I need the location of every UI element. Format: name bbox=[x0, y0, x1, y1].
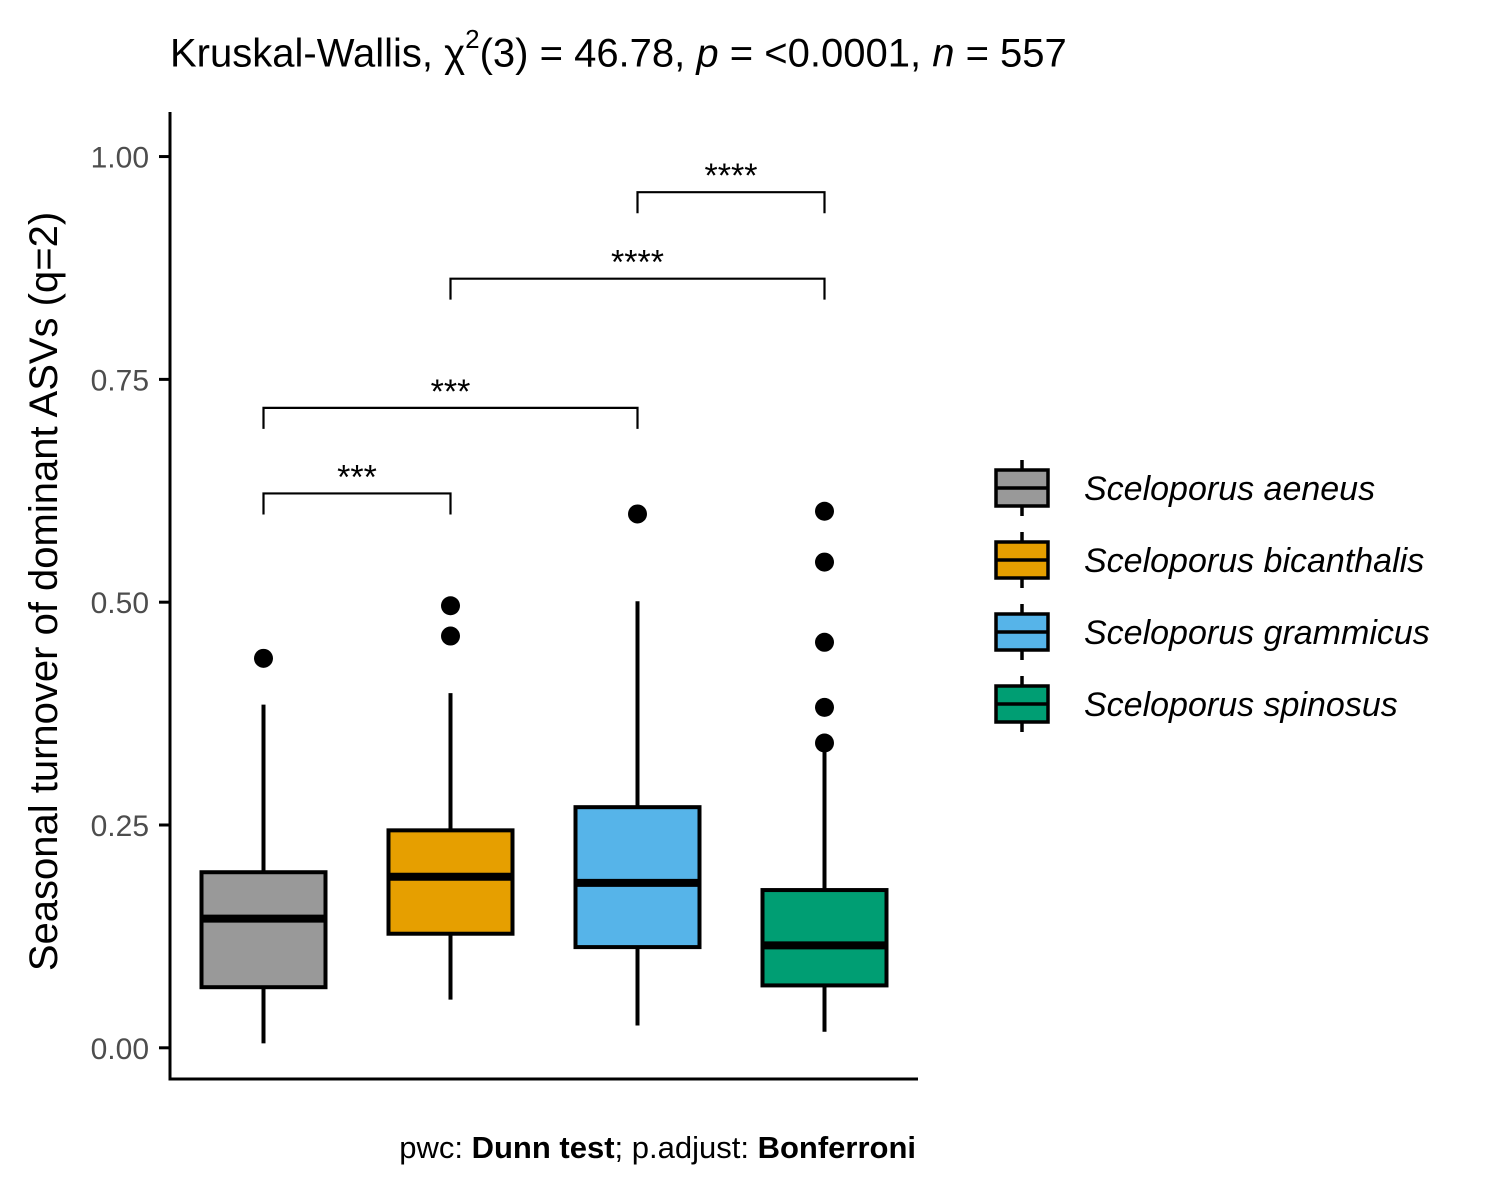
comparison-bracket: **** bbox=[449, 244, 826, 300]
y-tick-label: 0.75 bbox=[91, 364, 149, 397]
title-test-name: Kruskal-Wallis, bbox=[170, 31, 433, 76]
y-axis-label: Seasonal turnover of dominant ASVs (q=2) bbox=[22, 212, 66, 971]
outlier-point bbox=[815, 632, 834, 652]
outlier-point bbox=[441, 626, 460, 646]
outlier-point bbox=[815, 733, 834, 753]
legend-label: Sceloporus grammicus bbox=[1084, 614, 1430, 652]
outlier-point bbox=[441, 596, 460, 616]
outlier-point bbox=[815, 501, 834, 521]
box-group bbox=[573, 504, 702, 1026]
title-chi-superscript: 2 bbox=[465, 24, 480, 54]
legend-label: Sceloporus aeneus bbox=[1084, 470, 1376, 508]
title-chi-symbol: χ bbox=[444, 31, 466, 76]
bracket-line bbox=[262, 406, 639, 429]
significance-label: **** bbox=[611, 244, 664, 282]
legend-label: Sceloporus spinosus bbox=[1084, 686, 1398, 724]
y-tick-label: 1.00 bbox=[91, 142, 149, 175]
comparison-bracket: *** bbox=[262, 458, 452, 515]
legend-swatch bbox=[994, 604, 1050, 660]
significance-label: **** bbox=[705, 157, 758, 195]
box bbox=[573, 805, 702, 950]
outlier-point bbox=[254, 648, 273, 668]
title-n-symbol: n bbox=[932, 31, 955, 76]
outlier-point bbox=[628, 504, 647, 524]
significance-label: *** bbox=[431, 373, 471, 411]
title-p-text: = <0.0001, bbox=[729, 31, 922, 76]
legend-swatch bbox=[994, 676, 1050, 732]
comparison-bracket: *** bbox=[262, 373, 639, 429]
outlier-point bbox=[815, 552, 834, 572]
caption-pwc-value: Dunn test bbox=[471, 1130, 615, 1165]
legend-swatch bbox=[994, 460, 1050, 516]
legend-label: Sceloporus bicanthalis bbox=[1084, 542, 1425, 580]
chart-caption: pwc: Dunn test; p.adjust: Bonferroni bbox=[399, 1130, 916, 1166]
box-group bbox=[760, 501, 889, 1032]
y-tick-label: 0.00 bbox=[91, 1033, 149, 1066]
box-group bbox=[386, 596, 515, 1000]
bracket-line bbox=[262, 492, 452, 515]
caption-adjust-value: Bonferroni bbox=[757, 1130, 916, 1165]
y-tick-label: 0.25 bbox=[91, 810, 149, 843]
comparison-bracket: **** bbox=[636, 157, 826, 214]
bracket-line bbox=[636, 191, 826, 214]
bracket-line bbox=[449, 277, 826, 300]
title-df-text: (3) = 46.78, bbox=[479, 31, 686, 76]
box bbox=[760, 888, 889, 988]
caption-pwc-label: pwc: bbox=[399, 1130, 463, 1165]
outlier-point bbox=[815, 697, 834, 717]
caption-adjust-label: ; p.adjust: bbox=[614, 1130, 749, 1165]
title-n-text: = 557 bbox=[965, 31, 1067, 76]
legend-swatch bbox=[994, 532, 1050, 588]
box bbox=[199, 870, 328, 990]
box bbox=[386, 828, 515, 936]
y-tick-label: 0.50 bbox=[91, 587, 149, 620]
significance-label: *** bbox=[337, 458, 377, 496]
chart-title: Kruskal-Wallis, χ2(3) = 46.78, p = <0.00… bbox=[170, 24, 1067, 76]
box-group bbox=[199, 648, 328, 1044]
title-p-symbol: p bbox=[696, 31, 719, 76]
